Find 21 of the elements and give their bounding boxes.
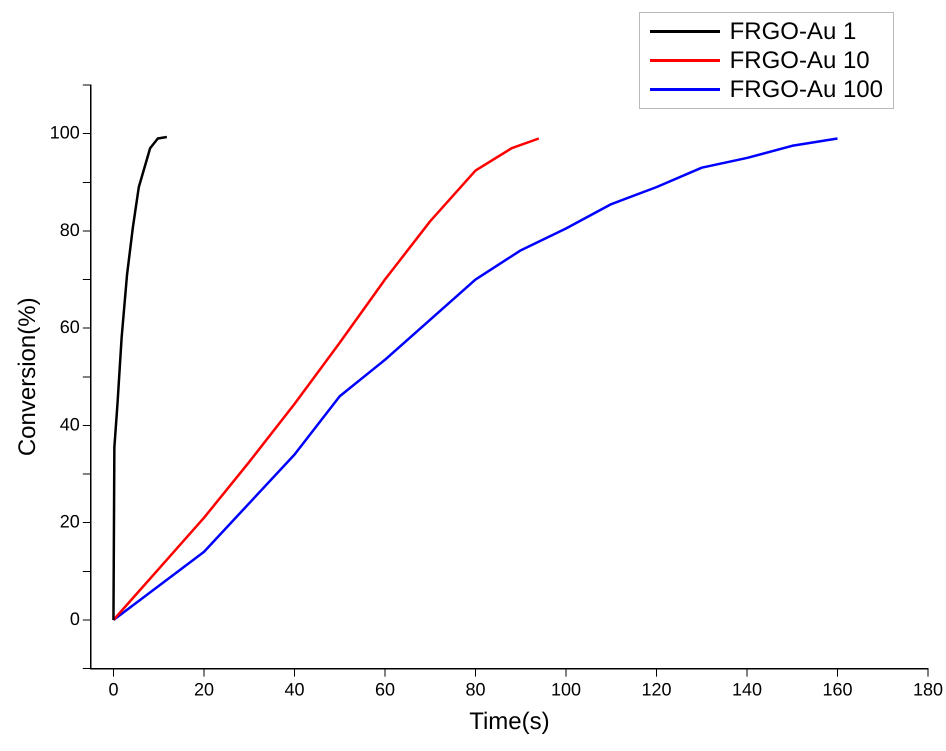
legend-label: FRGO-Au 100 [730, 76, 883, 104]
x-tick-label: 140 [732, 679, 762, 700]
x-tick-label: 100 [550, 679, 581, 700]
y-tick-label: 100 [50, 122, 80, 143]
legend-label: FRGO-Au 1 [730, 18, 856, 46]
y-axis-title: Conversion(%) [14, 297, 42, 456]
x-tick-label: 180 [912, 679, 944, 700]
y-tick-label: 40 [60, 414, 80, 434]
legend-label: FRGO-Au 10 [730, 46, 870, 74]
x-tick-label: 160 [822, 679, 853, 700]
y-tick-label: 60 [60, 317, 80, 338]
x-tick-label: 20 [194, 679, 214, 700]
y-tick-label: 80 [60, 220, 80, 240]
x-tick-label: 0 [108, 679, 118, 700]
y-tick-label: 0 [70, 608, 80, 629]
x-tick-label: 40 [284, 679, 304, 700]
x-axis-title: Time(s) [469, 708, 550, 736]
x-tick-label: 60 [374, 679, 395, 700]
x-tick-label: 120 [641, 679, 672, 700]
x-tick-label: 80 [465, 679, 486, 700]
y-tick-label: 20 [60, 512, 80, 532]
